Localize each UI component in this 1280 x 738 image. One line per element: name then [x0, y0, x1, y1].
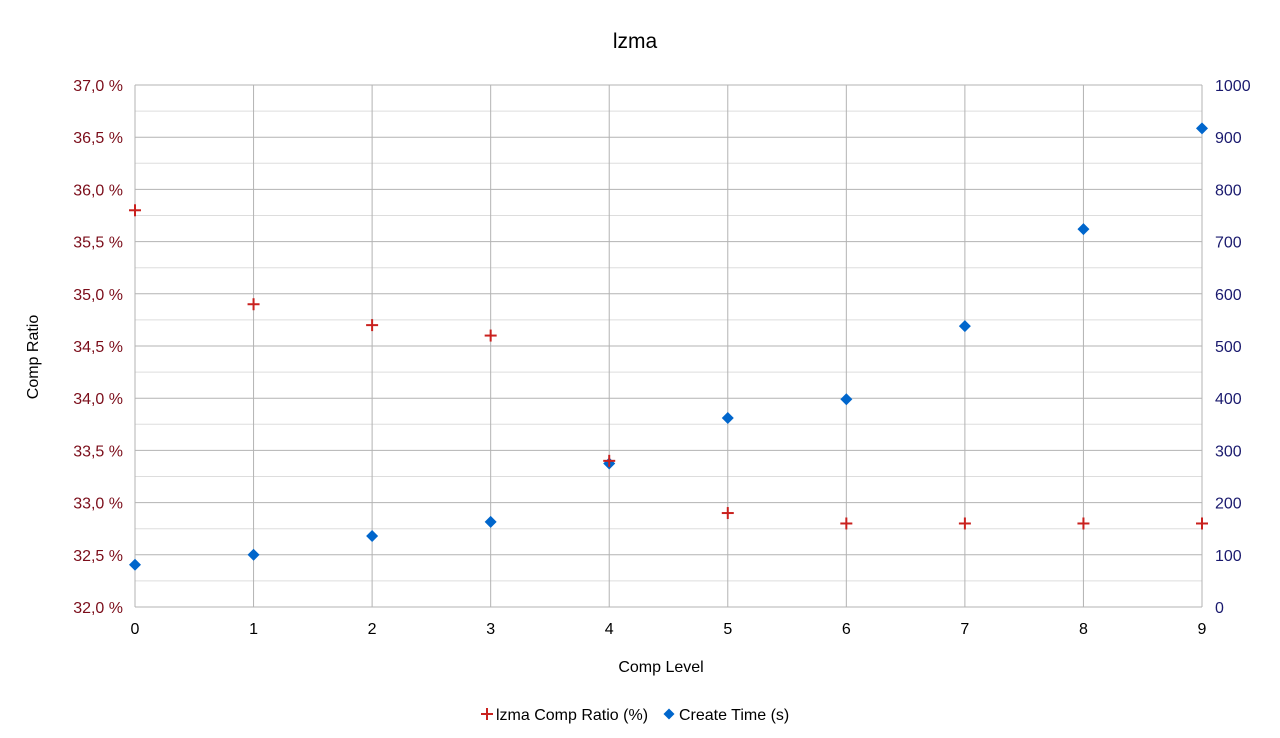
left-tick-label: 36,5 % — [73, 130, 123, 147]
x-tick-label: 0 — [131, 621, 140, 638]
comp-ratio-point — [129, 204, 141, 217]
x-axis-title: Comp Level — [618, 659, 703, 676]
right-tick-label: 1000 — [1215, 78, 1251, 95]
right-tick-label: 800 — [1215, 182, 1242, 199]
left-tick-label: 35,5 % — [73, 235, 123, 252]
left-tick-label: 34,0 % — [73, 391, 123, 408]
legend-ratio-label: lzma Comp Ratio (%) — [496, 707, 648, 724]
right-tick-label: 200 — [1215, 496, 1242, 513]
left-tick-label: 35,0 % — [73, 287, 123, 304]
comp-ratio-point — [603, 454, 616, 467]
legend-ratio-marker — [481, 708, 493, 720]
x-tick-label: 8 — [1079, 621, 1088, 638]
right-tick-label: 100 — [1215, 548, 1242, 565]
x-tick-label: 2 — [368, 621, 377, 638]
comp-ratio-point — [484, 329, 497, 342]
left-tick-label: 36,0 % — [73, 182, 123, 199]
create-time-point — [484, 515, 497, 528]
left-tick-label: 33,5 % — [73, 443, 123, 460]
x-tick-label: 9 — [1198, 621, 1207, 638]
right-axis-ticks: 0 100 200 300 400 500 600 700 800 900 1000 — [1215, 78, 1251, 617]
create-time-point — [366, 530, 379, 543]
right-tick-label: 0 — [1215, 600, 1224, 617]
right-tick-label: 600 — [1215, 287, 1242, 304]
x-tick-label: 1 — [249, 621, 258, 638]
right-tick-label: 500 — [1215, 339, 1242, 356]
left-tick-label: 32,0 % — [73, 600, 123, 617]
comp-ratio-point — [721, 507, 734, 520]
left-tick-label: 37,0 % — [73, 78, 123, 95]
left-axis-ticks: 32,0 % 32,5 % 33,0 % 33,5 % 34,0 % 34,5 % 35,0… — [73, 78, 123, 617]
x-axis-ticks: 0 1 2 3 4 5 6 7 8 9 — [131, 621, 1207, 638]
legend-time-marker — [663, 708, 675, 720]
x-tick-label: 7 — [960, 621, 969, 638]
right-tick-label: 900 — [1215, 130, 1242, 147]
chart-title: lzma — [613, 30, 658, 53]
legend: lzma Comp Ratio (%) Create Time (s) — [481, 707, 789, 724]
comp-ratio-point — [1077, 517, 1090, 530]
comp-ratio-point — [366, 319, 379, 332]
comp-ratio-point — [247, 298, 260, 311]
create-time-point — [721, 412, 734, 425]
create-time-point — [958, 320, 971, 333]
grid-lines — [134, 84, 1203, 608]
right-tick-label: 700 — [1215, 235, 1242, 252]
create-time-point — [1196, 122, 1208, 135]
x-tick-label: 6 — [842, 621, 851, 638]
left-tick-label: 34,5 % — [73, 339, 123, 356]
create-time-point — [840, 393, 853, 406]
data-points — [129, 122, 1208, 571]
x-tick-label: 4 — [605, 621, 614, 638]
right-tick-label: 300 — [1215, 443, 1242, 460]
y-axis-title: Comp Ratio — [25, 315, 42, 400]
right-tick-label: 400 — [1215, 391, 1242, 408]
left-tick-label: 32,5 % — [73, 548, 123, 565]
create-time-point — [247, 548, 260, 561]
comp-ratio-point — [840, 517, 853, 530]
legend-time-label: Create Time (s) — [679, 707, 789, 724]
comp-ratio-point — [1196, 517, 1208, 530]
x-tick-label: 3 — [486, 621, 495, 638]
left-tick-label: 33,0 % — [73, 496, 123, 513]
x-tick-label: 5 — [723, 621, 732, 638]
create-time-point — [1077, 223, 1090, 236]
comp-ratio-point — [958, 517, 971, 530]
create-time-point — [129, 558, 141, 571]
